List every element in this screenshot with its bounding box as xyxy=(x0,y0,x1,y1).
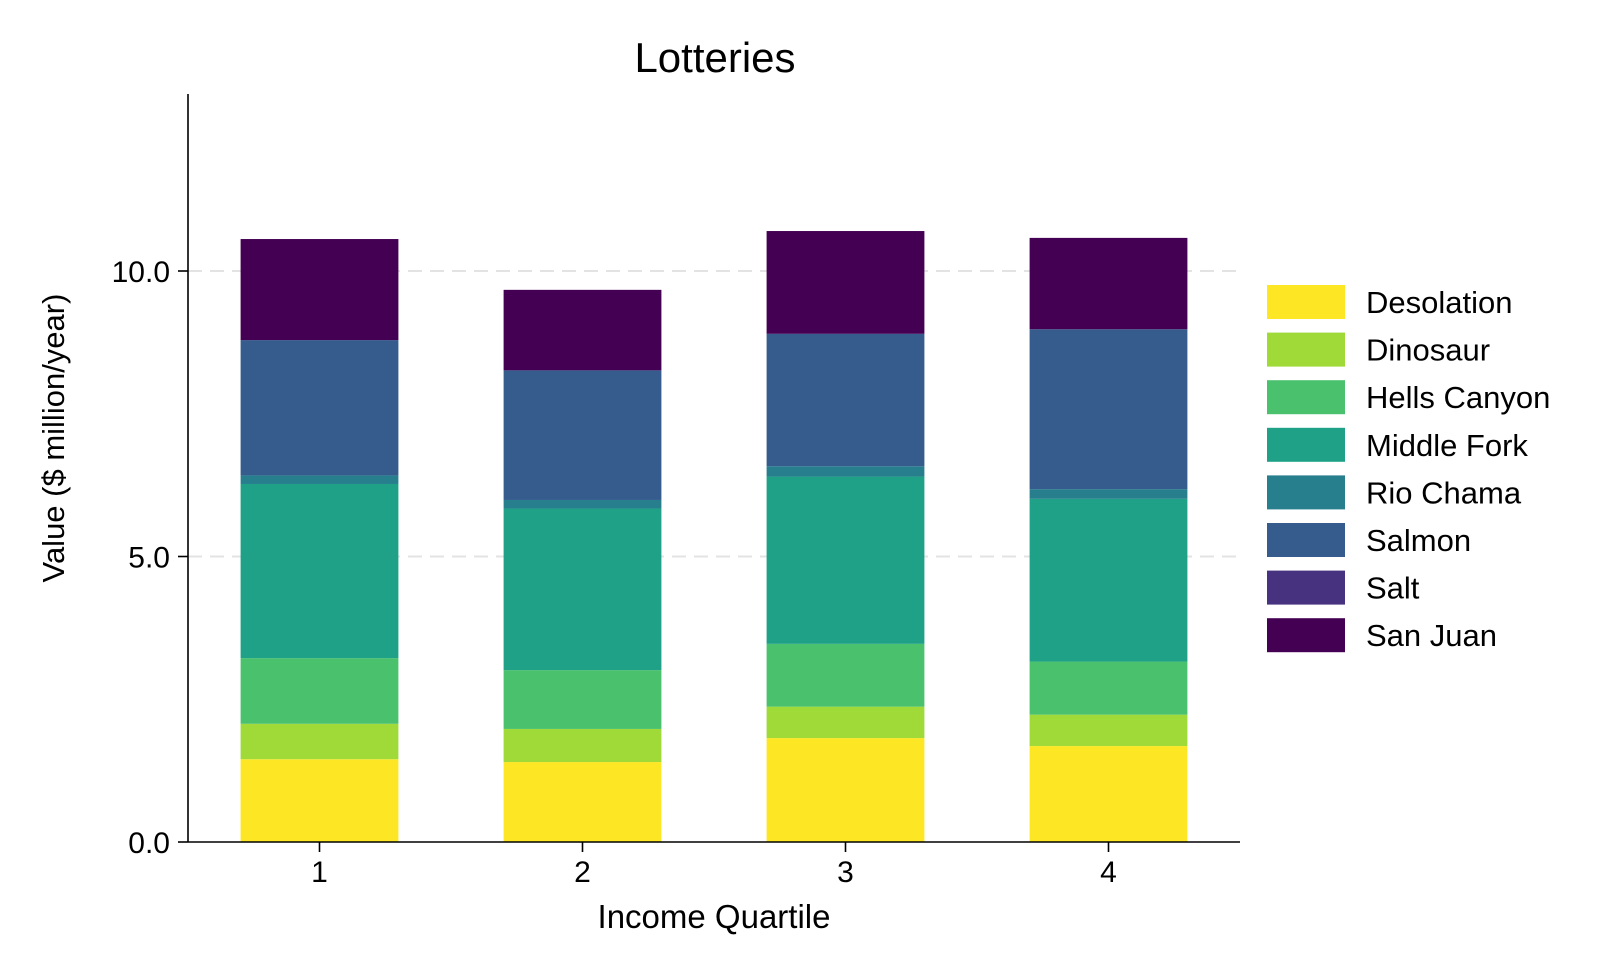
bar-segment xyxy=(503,499,662,509)
legend-label: Middle Fork xyxy=(1366,428,1528,463)
legend-swatch xyxy=(1267,332,1345,367)
bar-segment xyxy=(240,340,399,476)
legend-label: San Juan xyxy=(1366,618,1497,653)
bar-segment xyxy=(503,508,662,671)
x-tick-label: 1 xyxy=(311,856,328,889)
chart-title: Lotteries xyxy=(634,34,795,81)
bar-segment xyxy=(240,723,399,760)
x-axis-label: Income Quartile xyxy=(598,898,831,935)
bar-segment xyxy=(503,728,662,763)
legend-swatch xyxy=(1267,618,1345,653)
legend-label: Desolation xyxy=(1366,285,1512,320)
bar-segment xyxy=(240,475,399,484)
bar-segment xyxy=(503,370,662,500)
bar-segment xyxy=(766,333,925,467)
bar-segment xyxy=(240,483,399,659)
x-tick-label: 4 xyxy=(1100,856,1117,889)
legend-swatch xyxy=(1267,523,1345,557)
legend-label: Salmon xyxy=(1366,523,1471,558)
legend-swatch xyxy=(1267,427,1345,462)
bar-segment xyxy=(503,670,662,729)
bar-segment xyxy=(766,466,925,477)
bar-segment xyxy=(240,658,399,724)
bar-segment xyxy=(240,759,399,842)
bar-segment xyxy=(1029,498,1188,662)
legend: Desolation Dinosaur Hells Canyon Middle For… xyxy=(1267,285,1550,653)
x-axis-ticks: 1 2 3 4 xyxy=(311,842,1117,889)
y-tick-label: 0.0 xyxy=(128,827,170,860)
bar-segment xyxy=(766,476,925,644)
legend-label: Rio Chama xyxy=(1366,475,1522,510)
legend-label: Salt xyxy=(1366,571,1420,606)
bar-segment xyxy=(766,231,925,334)
y-tick-label: 5.0 xyxy=(128,542,170,575)
bar-segment xyxy=(1029,237,1188,330)
legend-swatch xyxy=(1267,285,1345,319)
bar-segment xyxy=(1029,714,1188,747)
x-tick-label: 2 xyxy=(574,856,591,889)
bar-segment xyxy=(766,706,925,739)
legend-swatch xyxy=(1267,475,1345,510)
bar-segment xyxy=(503,289,662,371)
bar-segment xyxy=(1029,661,1188,715)
bar-segment xyxy=(1029,329,1188,490)
y-tick-label: 10.0 xyxy=(112,256,170,289)
bar-segment xyxy=(766,738,925,842)
bar-segment xyxy=(503,762,662,842)
y-axis-label: Value ($ million/year) xyxy=(36,294,71,583)
bar-segment xyxy=(766,643,925,707)
bar-segment xyxy=(1029,489,1188,499)
bar-segment xyxy=(240,239,399,341)
legend-label: Hells Canyon xyxy=(1366,380,1550,415)
legend-label: Dinosaur xyxy=(1366,333,1490,368)
bar-segment xyxy=(1029,746,1188,842)
x-tick-label: 3 xyxy=(837,856,854,889)
legend-swatch xyxy=(1267,380,1345,415)
y-axis-ticks: 0.0 5.0 10.0 xyxy=(112,256,188,860)
bars xyxy=(240,231,1188,842)
legend-swatch xyxy=(1267,570,1345,605)
